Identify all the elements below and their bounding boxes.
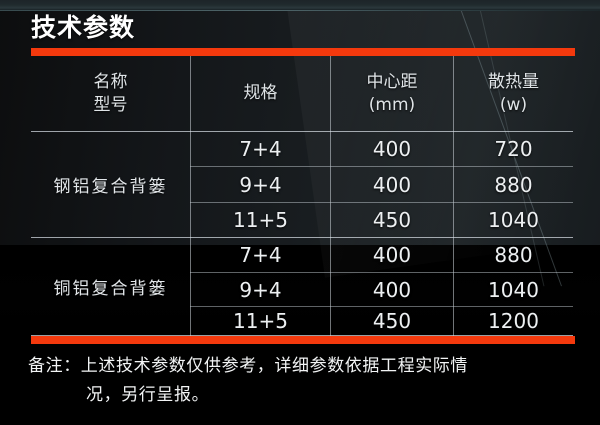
column-divider-3 [453, 56, 454, 336]
group-name-label-1: 钢铝复合背篓 [53, 176, 168, 197]
column-divider-1 [190, 56, 191, 336]
value-text: 1040 [488, 208, 539, 232]
group-name-cell-1: 钢铝复合背篓 [31, 131, 190, 237]
header-center-line1: 中心距 [366, 71, 418, 92]
header-name-line2: 型号 [93, 94, 128, 115]
value-text: 11+5 [233, 208, 288, 232]
cell-g2-r2-spec: 9+4 [191, 273, 330, 306]
cell-g2-r2-center: 400 [331, 273, 453, 306]
header-heat-line1: 散热量 [488, 71, 539, 92]
value-text: 7+4 [239, 136, 282, 161]
row-rule-g2-1 [190, 272, 573, 273]
header-cell-heat-output: 散热量 (w) [454, 56, 573, 131]
cell-g1-r1-heat: 720 [454, 131, 573, 166]
header-bottom-rule [31, 131, 573, 132]
cell-g2-r1-center: 400 [331, 237, 453, 272]
background-lower-panel [0, 335, 600, 425]
footnote: 备注：上述技术参数仅供参考，详细参数依据工程实际情 况，另行呈报。 [28, 352, 576, 410]
cell-g1-r2-center: 400 [331, 167, 453, 202]
cell-g1-r1-center: 400 [331, 131, 453, 166]
value-text: 400 [372, 242, 412, 267]
cell-g1-r3-center: 450 [331, 203, 453, 237]
header-heat-line2: (w) [499, 94, 528, 115]
value-text: 400 [372, 277, 412, 302]
value-text: 1040 [488, 277, 539, 302]
header-name-line1: 名称 [93, 71, 128, 92]
value-text: 880 [494, 242, 533, 267]
accent-bar-bottom [31, 336, 575, 344]
background-mid-panel [0, 245, 600, 335]
group-1-bottom-rule [31, 237, 573, 238]
value-text: 9+4 [239, 277, 282, 302]
row-rule-g1-1 [190, 166, 573, 167]
accent-bar-top [31, 48, 575, 56]
table-bottom-rule [31, 335, 573, 336]
header-cell-spec: 规格 [191, 56, 330, 131]
value-text: 720 [494, 136, 533, 161]
footnote-line-2: 况，另行呈报。 [86, 385, 210, 405]
parameters-table: 名称 型号 规格 中心距 (mm) 散热量 (w) 钢铝复合背篓 7+4 400… [0, 56, 600, 336]
row-rule-g2-2 [190, 306, 573, 307]
value-text: 880 [494, 172, 533, 197]
background-top-hairline [0, 10, 600, 11]
cell-g1-r1-spec: 7+4 [191, 131, 330, 166]
background-upper-panel [0, 0, 600, 245]
cell-g2-r1-heat: 880 [454, 237, 573, 272]
value-text: 450 [372, 309, 412, 333]
header-spec-line1: 规格 [243, 83, 278, 103]
cell-g1-r2-spec: 9+4 [191, 167, 330, 202]
value-text: 1200 [488, 309, 539, 333]
header-cell-center-distance: 中心距 (mm) [331, 56, 453, 131]
row-rule-g1-2 [190, 202, 573, 203]
header-cell-name-model: 名称 型号 [31, 56, 190, 131]
group-name-label-2: 铜铝复合背篓 [53, 278, 168, 299]
column-divider-2 [330, 56, 331, 336]
cell-g1-r3-heat: 1040 [454, 203, 573, 237]
cell-g2-r2-heat: 1040 [454, 273, 573, 306]
value-text: 9+4 [239, 172, 282, 197]
cell-g2-r3-spec: 11+5 [191, 307, 330, 335]
footnote-line-1: 备注：上述技术参数仅供参考，详细参数依据工程实际情 [28, 356, 468, 376]
cell-g2-r3-center: 450 [331, 307, 453, 335]
value-text: 11+5 [233, 309, 288, 333]
page-title: 技术参数 [31, 13, 136, 42]
background-top-strip [0, 0, 600, 11]
cell-g1-r2-heat: 880 [454, 167, 573, 202]
cell-g1-r3-spec: 11+5 [191, 203, 330, 237]
header-center-line2: (mm) [368, 94, 416, 115]
value-text: 450 [372, 208, 412, 232]
value-text: 400 [372, 172, 412, 197]
cell-g2-r1-spec: 7+4 [191, 237, 330, 272]
group-name-cell-2: 铜铝复合背篓 [31, 237, 190, 335]
cell-g2-r3-heat: 1200 [454, 307, 573, 335]
value-text: 400 [372, 136, 412, 161]
value-text: 7+4 [239, 242, 282, 267]
